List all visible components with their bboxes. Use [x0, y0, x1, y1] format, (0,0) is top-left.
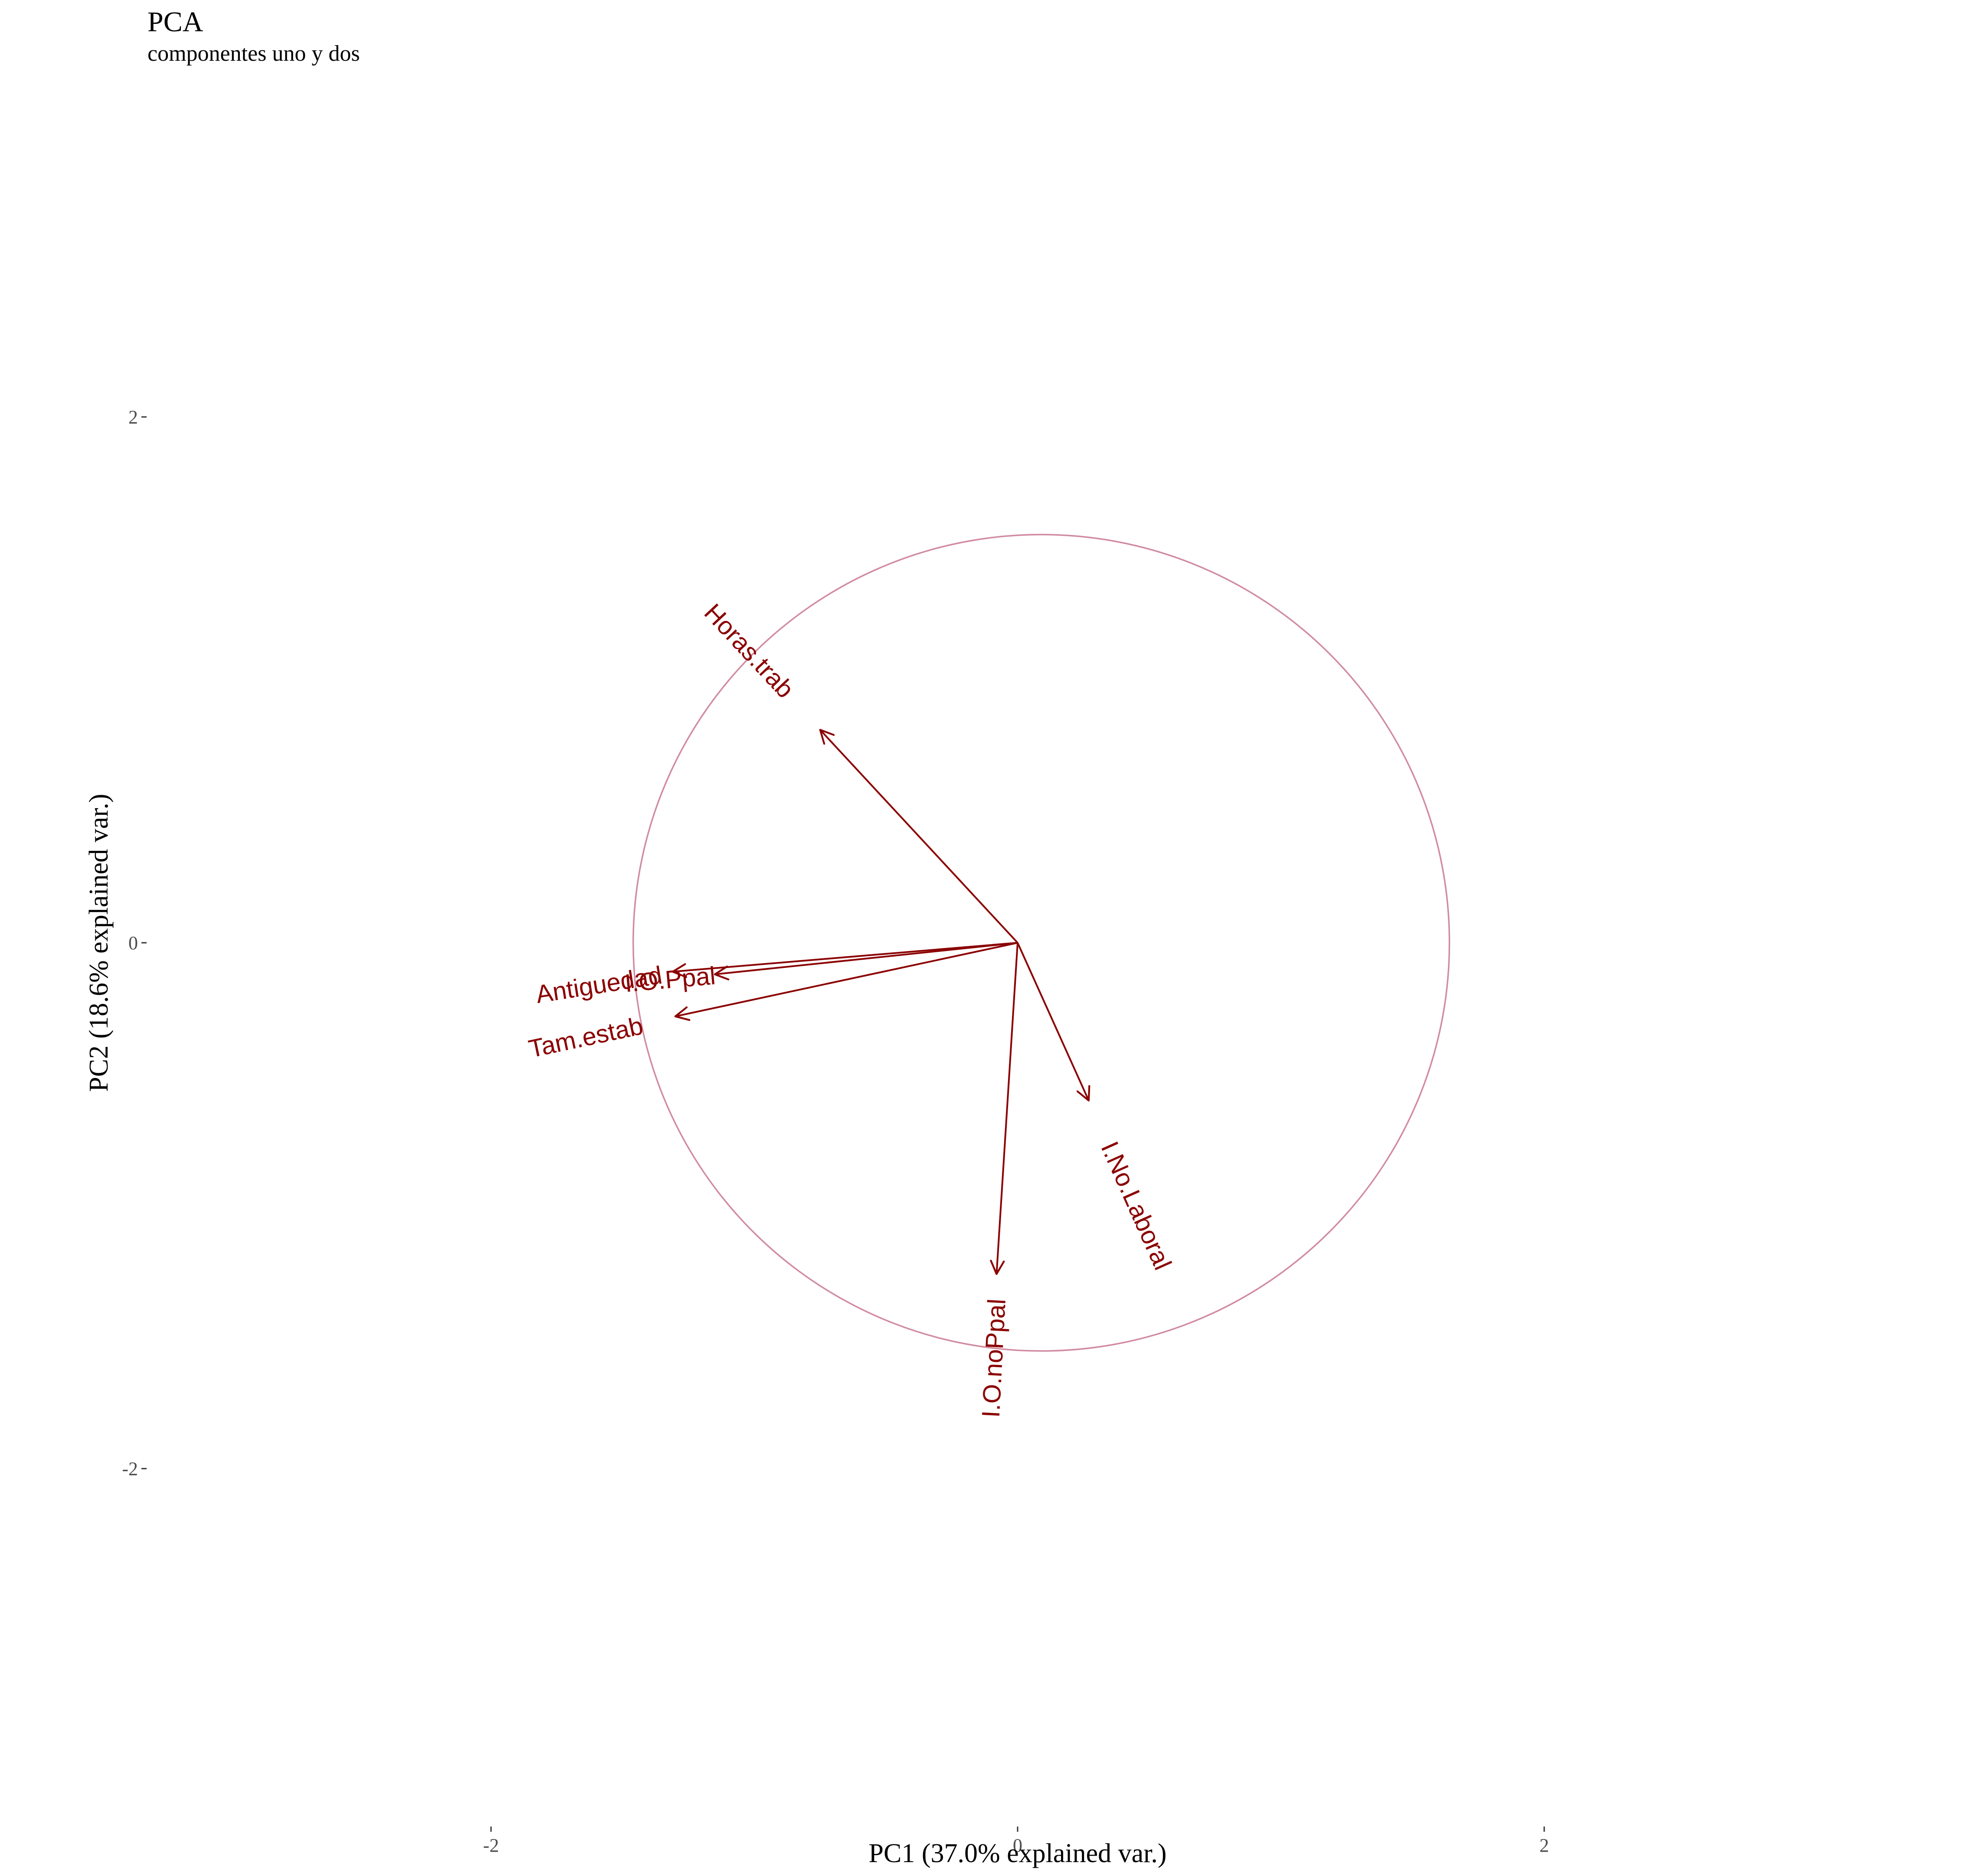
y-axis-title: PC2 (18.6% explained var.)	[84, 794, 114, 1092]
loading-arrow-antiguedad	[671, 942, 1018, 978]
correlation-circle	[632, 534, 1451, 1352]
y-tick-label: -2	[122, 1458, 138, 1479]
loading-arrow-horas-trab	[819, 729, 1018, 944]
x-tick-label: -2	[483, 1835, 499, 1856]
x-tick-label: 2	[1539, 1835, 1549, 1856]
x-tick-label: 0	[1013, 1835, 1022, 1856]
x-axis-title: PC1 (37.0% explained var.)	[868, 1839, 1166, 1868]
chart-title: PCA	[147, 6, 203, 38]
loading-arrow-i-o-ppal	[714, 942, 1018, 981]
y-tick-label: 0	[128, 932, 138, 954]
loading-arrow-i-no-laboral	[1017, 942, 1090, 1102]
loading-arrow-i-o-noppal	[990, 942, 1018, 1275]
chart-subtitle: componentes uno y dos	[147, 41, 360, 66]
loading-label-i-o-noppal: I.O.noPpal	[977, 1298, 1011, 1418]
y-tick-label: 2	[128, 407, 138, 428]
loading-arrow-tam-estab	[674, 942, 1018, 1021]
